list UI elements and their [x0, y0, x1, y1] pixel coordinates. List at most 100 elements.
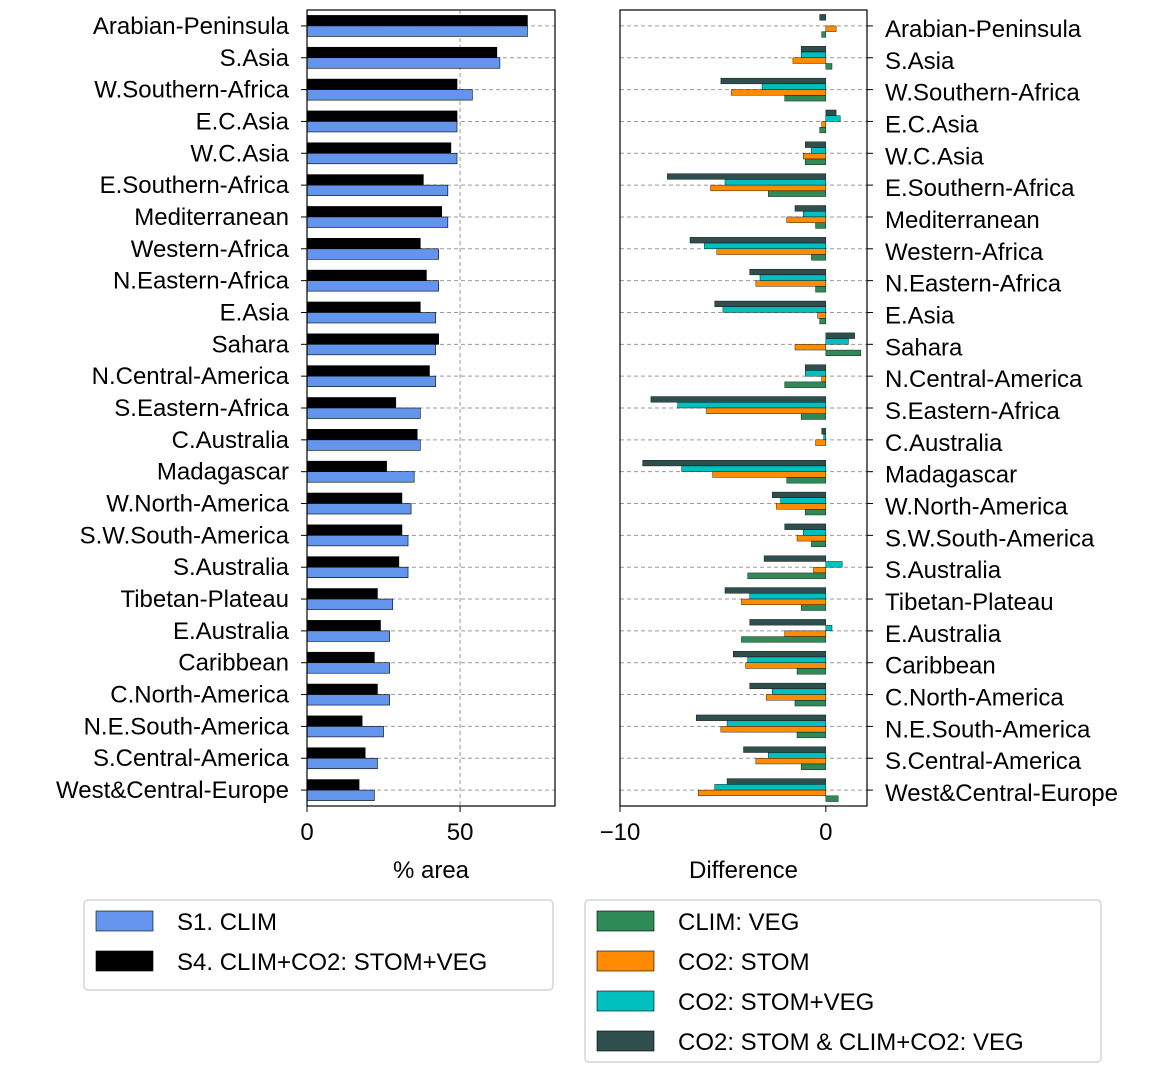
bar-clim-veg-e-c-asia — [819, 126, 827, 134]
bar-co2-stom-clim-co2-veg-w-c-asia — [805, 141, 827, 148]
bar-s1-e-asia — [306, 312, 436, 324]
bar-clim-veg-caribbean — [796, 668, 827, 675]
bar-co2-stom-s-eastern-africa — [706, 407, 827, 414]
bar-s4-tibetan-plateau — [306, 588, 378, 600]
right-category-label: N.E.South-America — [885, 716, 1091, 743]
bar-co2-stom-w-north-america — [776, 503, 827, 510]
right-category-label: Tibetan-Plateau — [885, 589, 1054, 616]
legend-frame — [584, 899, 1102, 1063]
left-category-label: N.Eastern-Africa — [113, 268, 290, 295]
bar-co2-stom-veg-caribbean — [747, 656, 827, 663]
legend-label-s4-clim-co2-stom-veg: S4. CLIM+CO2: STOM+VEG — [177, 949, 487, 976]
bar-s4-e-c-asia — [306, 110, 458, 122]
bar-co2-stom-clim-co2-veg-n-central-america — [805, 364, 827, 371]
bar-s4-s-central-america — [306, 747, 366, 759]
bar-clim-veg-w-southern-africa — [784, 95, 827, 102]
bar-clim-veg-c-north-america — [794, 700, 827, 707]
left-category-label: Mediterranean — [134, 204, 289, 231]
left-category-label: S.Australia — [173, 554, 290, 581]
bar-s4-west-central-europe — [306, 779, 360, 791]
bar-co2-stom-e-asia — [817, 312, 827, 319]
legend-label-co2-stom-clim-co2-veg: CO2: STOM & CLIM+CO2: VEG — [678, 1029, 1024, 1056]
bar-s1-e-australia — [306, 630, 390, 642]
bar-s1-e-southern-africa — [306, 184, 449, 196]
bar-s1-mediterranean — [306, 216, 449, 228]
bar-co2-stom-clim-co2-veg-w-southern-africa — [720, 77, 827, 85]
left-category-label: W.North-America — [106, 491, 289, 518]
right-x-tick-label: −10 — [600, 819, 641, 846]
legend-swatch-s4-clim-co2-stom-veg — [95, 950, 154, 972]
bar-s4-arabian-peninsula — [306, 15, 528, 27]
bar-co2-stom-clim-co2-veg-sahara — [825, 332, 855, 339]
bar-co2-stom-veg-c-australia — [823, 433, 827, 441]
bar-s1-n-eastern-africa — [306, 280, 439, 292]
right-category-label: S.Asia — [885, 48, 955, 75]
left-category-label: S.W.South-America — [80, 522, 290, 549]
right-category-label: W.C.Asia — [885, 143, 984, 170]
bar-s4-e-australia — [306, 620, 381, 632]
bar-co2-stom-s-w-south-america — [796, 535, 827, 542]
bar-co2-stom-veg-n-central-america — [805, 370, 827, 377]
bar-co2-stom-clim-co2-veg-mediterranean — [794, 205, 827, 212]
left-category-label: West&Central-Europe — [56, 777, 289, 804]
bar-s1-arabian-peninsula — [306, 25, 528, 37]
right-category-label: N.Central-America — [885, 366, 1083, 393]
bar-s1-s-central-america — [306, 757, 378, 770]
right-category-label: W.Southern-Africa — [885, 80, 1080, 107]
bar-s4-western-africa — [306, 237, 421, 250]
bar-co2-stom-s-australia — [813, 567, 827, 574]
left-category-label: S.Central-America — [93, 745, 290, 772]
bar-clim-veg-western-africa — [811, 254, 827, 261]
bar-co2-stom-w-southern-africa — [730, 89, 827, 96]
legend-swatch-co2-stom — [596, 950, 655, 972]
bar-s1-n-e-south-america — [306, 726, 384, 738]
left-category-label: Western-Africa — [131, 236, 290, 263]
left-category-label: W.C.Asia — [190, 140, 289, 167]
bar-s4-c-north-america — [306, 683, 378, 695]
bar-s1-madagascar — [306, 471, 415, 483]
bar-s4-s-w-south-america — [306, 524, 403, 536]
left-category-label: E.Asia — [220, 299, 290, 326]
bar-clim-veg-s-eastern-africa — [800, 413, 827, 420]
bar-co2-stom-e-australia — [784, 630, 827, 637]
bar-s4-w-north-america — [306, 492, 403, 504]
bar-s4-n-eastern-africa — [306, 269, 427, 281]
right-category-label: C.North-America — [885, 685, 1064, 712]
bar-s4-mediterranean — [306, 206, 443, 218]
bar-clim-veg-west-central-europe — [825, 795, 839, 802]
bar-co2-stom-madagascar — [712, 471, 827, 478]
bar-co2-stom-clim-co2-veg-c-north-america — [749, 682, 827, 690]
bar-s1-w-north-america — [306, 503, 412, 515]
left-x-ticks: 0 50 — [300, 806, 473, 846]
right-category-label: N.Eastern-Africa — [885, 271, 1062, 298]
bar-co2-stom-clim-co2-veg-n-eastern-africa — [749, 268, 827, 276]
bar-co2-stom-clim-co2-veg-caribbean — [733, 651, 827, 658]
bar-s4-e-southern-africa — [306, 174, 424, 186]
left-category-label: Arabian-Peninsula — [93, 13, 290, 40]
bar-co2-stom-clim-co2-veg-s-central-america — [743, 746, 827, 753]
bar-co2-stom-e-c-asia — [821, 121, 827, 128]
right-category-label: S.Australia — [885, 557, 1002, 584]
bar-co2-stom-veg-west-central-europe — [714, 784, 827, 791]
left-category-label: E.Southern-Africa — [100, 172, 290, 199]
right-category-label: E.Asia — [885, 302, 955, 329]
legend-swatch-s1-clim — [95, 910, 154, 932]
bar-s1-w-southern-africa — [306, 89, 473, 101]
right-category-label: E.C.Asia — [885, 111, 979, 138]
right-category-label: Mediterranean — [885, 207, 1040, 234]
bar-s1-c-australia — [306, 439, 421, 451]
bar-co2-stom-clim-co2-veg-tibetan-plateau — [724, 587, 827, 594]
left-category-label: C.North-America — [110, 682, 289, 709]
right-category-label: E.Australia — [885, 621, 1002, 648]
bar-co2-stom-clim-co2-veg-western-africa — [689, 237, 827, 244]
bar-co2-stom-n-eastern-africa — [755, 280, 827, 287]
bar-co2-stom-west-central-europe — [698, 789, 827, 797]
left-category-label: S.Eastern-Africa — [114, 395, 289, 422]
bar-co2-stom-clim-co2-veg-arabian-peninsula — [819, 14, 827, 21]
left-legend: S1. CLIM S4. CLIM+CO2: STOM+VEG — [83, 899, 554, 991]
left-category-label: Caribbean — [178, 650, 289, 677]
left-category-label: N.E.South-America — [84, 713, 290, 740]
left-category-labels: Arabian-Peninsula S.Asia W.Southern-Africa… — [56, 13, 307, 804]
bar-co2-stom-mediterranean — [786, 216, 827, 223]
left-chart-panel: Arabian-Peninsula S.Asia W.Southern-Africa… — [56, 9, 556, 884]
